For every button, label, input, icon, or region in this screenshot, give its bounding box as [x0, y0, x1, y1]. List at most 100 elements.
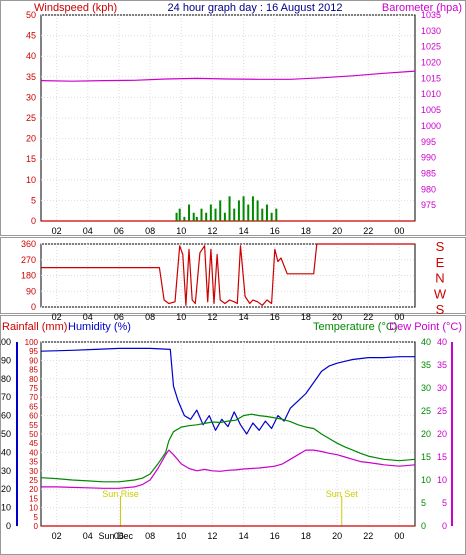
- rainfall-tick-label: 60: [29, 412, 38, 421]
- humidity-tick-label: 60: [1, 411, 11, 421]
- humidity-tick-label: 0: [6, 521, 11, 531]
- windspeed-tick-label: 0: [31, 216, 36, 226]
- windspeed-tick-label: 40: [26, 51, 36, 61]
- p2-x-tick-label: 18: [301, 312, 311, 322]
- p3-x-tick-label: 02: [52, 531, 62, 541]
- barometer-tick-label: 1035: [421, 10, 441, 20]
- p3-x-tick-label: 20: [332, 531, 342, 541]
- dewpoint-tick-label: 35: [437, 360, 447, 370]
- dewpoint-tick-label: 40: [437, 337, 447, 347]
- p3-x-tick-label: 16: [270, 531, 280, 541]
- p2-x-tick-label: 00: [394, 312, 404, 322]
- rainfall-tick-label: 40: [29, 448, 38, 457]
- direction-tick-label: 0: [31, 302, 36, 312]
- temperature-tick-label: 25: [421, 406, 431, 416]
- humidity-tick-label: 10: [1, 503, 11, 513]
- barometer-label: Barometer (hpa): [382, 2, 462, 14]
- temperature-tick-label: 0: [421, 521, 426, 531]
- p1-x-tick-label: 16: [270, 226, 280, 236]
- compass-label: N: [435, 271, 444, 286]
- p1-x-tick-label: 00: [394, 226, 404, 236]
- windspeed-label: Windspeed (kph): [34, 2, 117, 14]
- dewpoint-tick-label: 5: [442, 498, 447, 508]
- compass-label: W: [434, 286, 447, 301]
- p2-x-tick-label: 16: [270, 312, 280, 322]
- chart-layer: 02 04 06 08 10 12 14 16 18 20 22 000510152025303540…: [0, 10, 453, 541]
- humidity-tick-label: 70: [1, 392, 11, 402]
- rainfall-tick-label: 75: [29, 384, 38, 393]
- barometer-line: [40, 70, 416, 82]
- windspeed-tick-label: 10: [26, 175, 36, 185]
- dewpoint-line: [41, 449, 416, 489]
- barometer-tick-label: 985: [421, 168, 436, 178]
- p1-x-tick-label: 20: [332, 226, 342, 236]
- p2-x-tick-label: 14: [239, 312, 249, 322]
- humidity-tick-label: 90: [1, 355, 11, 365]
- barometer-tick-label: 995: [421, 137, 436, 147]
- windspeed-tick-label: 15: [26, 154, 36, 164]
- rainfall-tick-label: 70: [29, 393, 38, 402]
- p3-x-tick-label: 10: [176, 531, 186, 541]
- windspeed-tick-label: 35: [26, 72, 36, 82]
- p2-x-tick-label: 12: [207, 312, 217, 322]
- direction-tick-label: 90: [26, 286, 36, 296]
- temperature-line: [40, 413, 416, 483]
- rainfall-tick-label: 35: [29, 458, 38, 467]
- barometer-tick-label: 1020: [421, 58, 441, 68]
- chart-title: 24 hour graph day : 16 August 2012: [168, 2, 343, 14]
- dewpoint-tick-label: 10: [437, 475, 447, 485]
- windspeed-tick-label: 25: [26, 113, 36, 123]
- temperature-tick-label: 15: [421, 452, 431, 462]
- barometer-tick-label: 1010: [421, 89, 441, 99]
- rainfall-tick-label: 20: [29, 485, 38, 494]
- dewpoint-tick-label: 0: [442, 521, 447, 531]
- temperature-tick-label: 20: [421, 429, 431, 439]
- humidity-tick-label: 100: [0, 337, 11, 347]
- direction-tick-label: 270: [21, 255, 36, 265]
- rainfall-tick-label: 15: [29, 494, 38, 503]
- dewpoint-tick-label: 20: [437, 429, 447, 439]
- rainfall-label: Rainfall (mm): [2, 321, 67, 333]
- barometer-tick-label: 980: [421, 184, 436, 194]
- p2-x-tick-label: 10: [176, 312, 186, 322]
- sun-annotation: Sun Rise: [102, 489, 139, 499]
- rainfall-tick-label: 65: [29, 402, 38, 411]
- windspeed-tick-label: 50: [26, 10, 36, 20]
- p1-x-tick-label: 18: [301, 226, 311, 236]
- p1-x-tick-label: 22: [363, 226, 373, 236]
- compass-label: S: [436, 239, 445, 254]
- barometer-tick-label: 1005: [421, 105, 441, 115]
- p1-x-tick-label: 12: [207, 226, 217, 236]
- rainfall-tick-label: 5: [34, 513, 39, 522]
- windspeed-tick-label: 45: [26, 31, 36, 41]
- temperature-tick-label: 30: [421, 383, 431, 393]
- windspeed-tick-label: 20: [26, 134, 36, 144]
- rainfall-tick-label: 95: [29, 347, 38, 356]
- humidity-tick-label: 20: [1, 484, 11, 494]
- dewpoint-label: Dew Point (°C): [389, 321, 462, 333]
- p3-x-tick-label: 18: [301, 531, 311, 541]
- p3-x-tick-label: 08: [145, 531, 155, 541]
- p1-x-tick-label: 08: [145, 226, 155, 236]
- dewpoint-tick-label: 25: [437, 406, 447, 416]
- rainfall-tick-label: 30: [29, 467, 38, 476]
- compass-label: S: [436, 302, 445, 317]
- humidity-tick-label: 80: [1, 374, 11, 384]
- barometer-tick-label: 1030: [421, 26, 441, 36]
- p2-x-tick-label: 04: [83, 312, 93, 322]
- temperature-tick-label: 10: [421, 475, 431, 485]
- temperature-tick-label: 35: [421, 360, 431, 370]
- barometer-tick-label: 1025: [421, 42, 441, 52]
- p1-x-tick-label: 10: [176, 226, 186, 236]
- temperature-tick-label: 5: [421, 498, 426, 508]
- humidity-label: Humidity (%): [68, 321, 131, 333]
- rainfall-tick-label: 10: [29, 504, 38, 513]
- rainfall-tick-label: 90: [29, 356, 38, 365]
- sun-annotation: Sun Set: [326, 489, 359, 499]
- rainfall-tick-label: 45: [29, 439, 38, 448]
- p3-x-tick-label: 12: [207, 531, 217, 541]
- dewpoint-tick-label: 30: [437, 383, 447, 393]
- barometer-tick-label: 1000: [421, 121, 441, 131]
- p3-x-tick-label: 04: [83, 531, 93, 541]
